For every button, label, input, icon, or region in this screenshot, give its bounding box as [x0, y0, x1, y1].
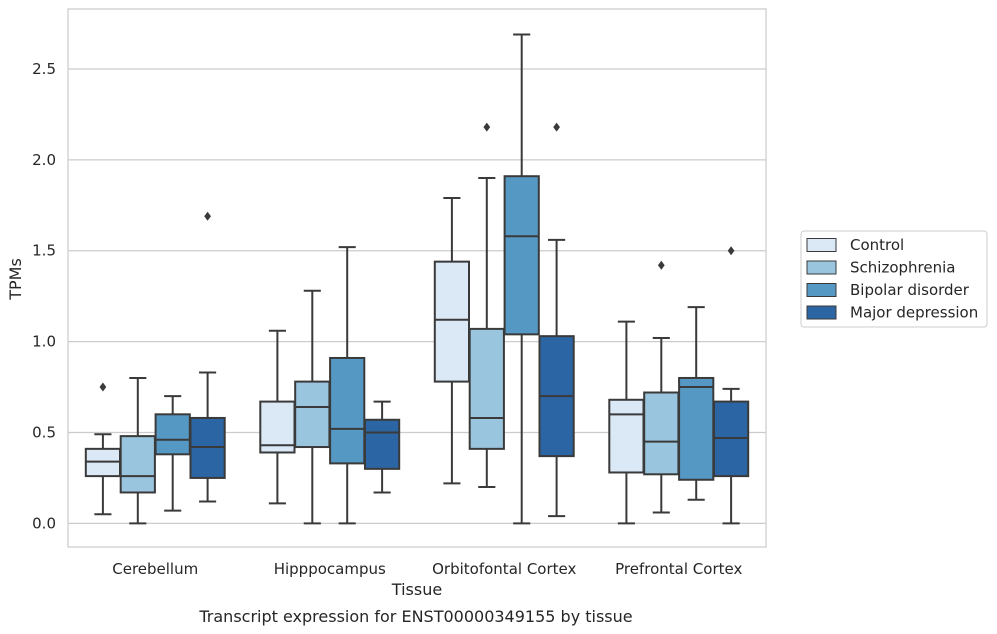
box-4-1 — [189, 211, 226, 503]
box-4-2 — [363, 400, 401, 494]
figure-caption: Transcript expression for ENST0000034915… — [198, 607, 632, 626]
box-body — [643, 391, 680, 476]
legend-swatch — [806, 260, 837, 275]
y-axis-title: TPMs — [6, 258, 25, 301]
box-body — [468, 327, 505, 450]
y-tick-label: 0.0 — [32, 514, 56, 532]
y-tick-label: 2.5 — [32, 60, 56, 78]
box-body — [329, 356, 366, 465]
box-2-4 — [643, 260, 680, 514]
box-4-3 — [538, 122, 575, 518]
outlier-point — [99, 382, 107, 392]
x-tick-label: Hipppocampus — [274, 560, 386, 578]
legend-swatch — [806, 283, 837, 297]
outlier-point — [204, 211, 211, 221]
box-2-2 — [294, 289, 331, 525]
box-4-4 — [712, 246, 750, 525]
box-body — [294, 380, 331, 449]
legend-swatch — [806, 305, 837, 320]
box-1-2 — [259, 329, 296, 505]
box-1-1 — [84, 382, 122, 516]
box-body — [119, 435, 156, 494]
box-3-2 — [329, 246, 366, 525]
box-1-3 — [433, 197, 471, 485]
outlier-point — [727, 246, 735, 256]
y-tick-label: 1.0 — [32, 333, 56, 351]
box-body — [154, 413, 191, 456]
box-3-3 — [503, 33, 540, 525]
box-body — [503, 175, 540, 336]
box-body — [433, 260, 471, 383]
legend: Control Schizophrenia Bipolar disorder Majo… — [800, 230, 988, 328]
box-2-1 — [119, 376, 156, 525]
outlier-point — [483, 122, 491, 132]
boxes — [84, 33, 750, 525]
legend-label: Schizophrenia — [850, 259, 955, 277]
box-3-4 — [678, 306, 715, 501]
x-tick-label: Cerebellum — [112, 560, 198, 578]
x-axis-title: Tissue — [391, 580, 442, 599]
plot-frame — [67, 8, 767, 548]
box-3-1 — [154, 395, 191, 512]
x-tick-label: Prefrontal Cortex — [615, 560, 742, 578]
box-body — [608, 398, 645, 474]
legend-swatch — [806, 238, 837, 252]
legend-label: Major depression — [850, 304, 978, 322]
box-body — [363, 418, 401, 470]
y-axis-ticks: 0.0 0.5 1.0 1.5 2.0 2.5 — [32, 60, 56, 532]
box-2-3 — [468, 122, 505, 489]
y-tick-label: 0.5 — [32, 423, 56, 441]
legend-label: Bipolar disorder — [850, 281, 970, 299]
x-axis-ticks: Cerebellum Hipppocampus Orbitofontal Corte… — [112, 560, 742, 578]
legend-label: Control — [850, 236, 904, 254]
box-body — [678, 376, 715, 481]
y-tick-label: 1.5 — [32, 242, 56, 260]
legend-frame — [800, 230, 988, 328]
y-tick-label: 2.0 — [32, 151, 56, 169]
x-tick-label: Orbitofontal Cortex — [432, 560, 576, 578]
box-1-4 — [608, 320, 645, 525]
outlier-point — [553, 122, 560, 132]
outlier-point — [657, 260, 665, 270]
